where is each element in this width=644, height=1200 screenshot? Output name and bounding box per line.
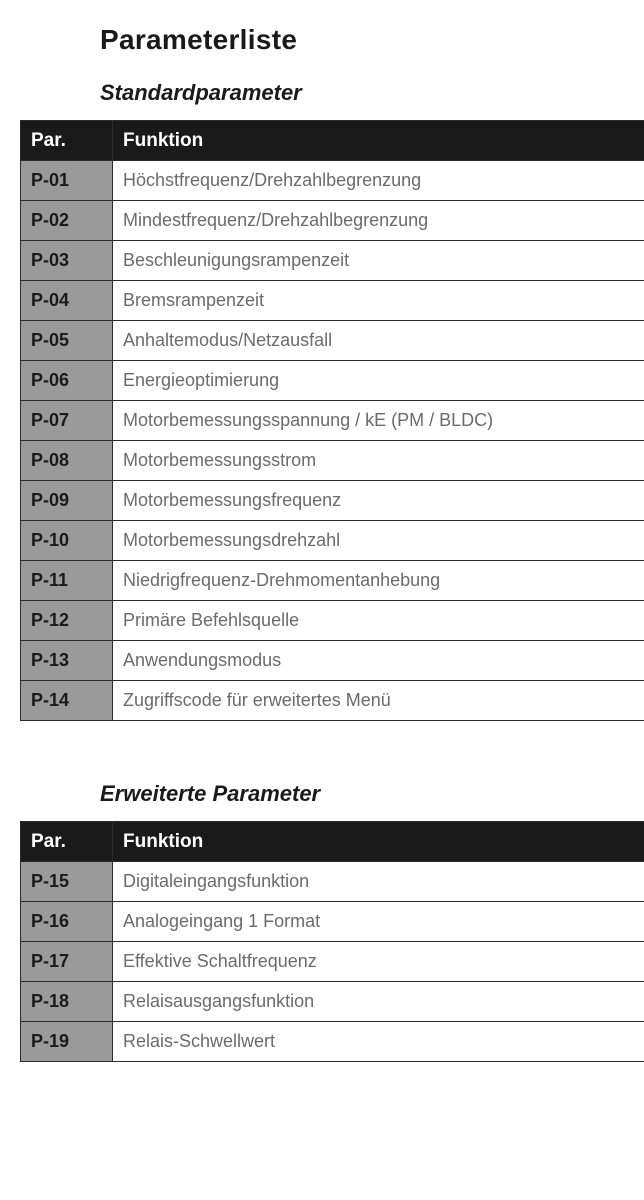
table-row: P-18Relaisausgangsfunktion (21, 982, 644, 1022)
par-cell: P-11 (21, 561, 113, 601)
par-cell: P-16 (21, 902, 113, 942)
funktion-cell: Anhaltemodus/Netzausfall (113, 321, 644, 361)
par-cell: P-15 (21, 862, 113, 902)
table-row: P-16Analogeingang 1 Format (21, 902, 644, 942)
table-row: P-12Primäre Befehlsquelle (21, 601, 644, 641)
funktion-cell: Mindestfrequenz/Drehzahlbegrenzung (113, 201, 644, 241)
section-spacer (20, 721, 644, 765)
par-cell: P-02 (21, 201, 113, 241)
table-row: P-15Digitaleingangsfunktion (21, 862, 644, 902)
col-header-par: Par. (21, 822, 113, 862)
par-cell: P-05 (21, 321, 113, 361)
table-row: P-09Motorbemessungsfrequenz (21, 481, 644, 521)
table-row: P-14Zugriffscode für erweitertes Menü (21, 681, 644, 721)
table-row: P-04Bremsrampenzeit (21, 281, 644, 321)
funktion-cell: Energieoptimierung (113, 361, 644, 401)
par-cell: P-03 (21, 241, 113, 281)
funktion-cell: Relais-Schwellwert (113, 1022, 644, 1062)
par-cell: P-10 (21, 521, 113, 561)
funktion-cell: Anwendungsmodus (113, 641, 644, 681)
par-cell: P-17 (21, 942, 113, 982)
table-row: P-10Motorbemessungsdrehzahl (21, 521, 644, 561)
funktion-cell: Relaisausgangsfunktion (113, 982, 644, 1022)
par-cell: P-07 (21, 401, 113, 441)
col-header-funktion: Funktion (113, 121, 644, 161)
table-row: P-07Motorbemessungsspannung / kE (PM / B… (21, 401, 644, 441)
funktion-cell: Motorbemessungsdrehzahl (113, 521, 644, 561)
funktion-cell: Effektive Schaltfrequenz (113, 942, 644, 982)
funktion-cell: Zugriffscode für erweitertes Menü (113, 681, 644, 721)
funktion-cell: Digitaleingangsfunktion (113, 862, 644, 902)
par-cell: P-12 (21, 601, 113, 641)
funktion-cell: Höchstfrequenz/Drehzahlbegrenzung (113, 161, 644, 201)
funktion-cell: Motorbemessungsspannung / kE (PM / BLDC) (113, 401, 644, 441)
param-table-standard: Par. Funktion P-01Höchstfrequenz/Drehzah… (20, 120, 644, 721)
table-row: P-19Relais-Schwellwert (21, 1022, 644, 1062)
page: Parameterliste Standardparameter Par. Fu… (0, 0, 644, 1062)
section-heading-extended: Erweiterte Parameter (100, 781, 644, 807)
par-cell: P-08 (21, 441, 113, 481)
table-row: P-02Mindestfrequenz/Drehzahlbegrenzung (21, 201, 644, 241)
param-table-extended: Par. Funktion P-15Digitaleingangsfunktio… (20, 821, 644, 1062)
col-header-funktion: Funktion (113, 822, 644, 862)
section-heading-standard: Standardparameter (100, 80, 644, 106)
col-header-par: Par. (21, 121, 113, 161)
funktion-cell: Motorbemessungsstrom (113, 441, 644, 481)
table-row: P-01Höchstfrequenz/Drehzahlbegrenzung (21, 161, 644, 201)
table-row: P-17Effektive Schaltfrequenz (21, 942, 644, 982)
funktion-cell: Beschleunigungsrampenzeit (113, 241, 644, 281)
funktion-cell: Motorbemessungsfrequenz (113, 481, 644, 521)
par-cell: P-18 (21, 982, 113, 1022)
par-cell: P-06 (21, 361, 113, 401)
par-cell: P-09 (21, 481, 113, 521)
table-row: P-06Energieoptimierung (21, 361, 644, 401)
table-row: P-13Anwendungsmodus (21, 641, 644, 681)
funktion-cell: Bremsrampenzeit (113, 281, 644, 321)
funktion-cell: Primäre Befehlsquelle (113, 601, 644, 641)
par-cell: P-13 (21, 641, 113, 681)
table-row: P-08Motorbemessungsstrom (21, 441, 644, 481)
page-title: Parameterliste (100, 24, 644, 56)
par-cell: P-01 (21, 161, 113, 201)
par-cell: P-04 (21, 281, 113, 321)
table-row: P-11Niedrigfrequenz-Drehmomentanhebung (21, 561, 644, 601)
table-row: P-03Beschleunigungsrampenzeit (21, 241, 644, 281)
par-cell: P-19 (21, 1022, 113, 1062)
table-row: P-05Anhaltemodus/Netzausfall (21, 321, 644, 361)
funktion-cell: Niedrigfrequenz-Drehmomentanhebung (113, 561, 644, 601)
funktion-cell: Analogeingang 1 Format (113, 902, 644, 942)
par-cell: P-14 (21, 681, 113, 721)
